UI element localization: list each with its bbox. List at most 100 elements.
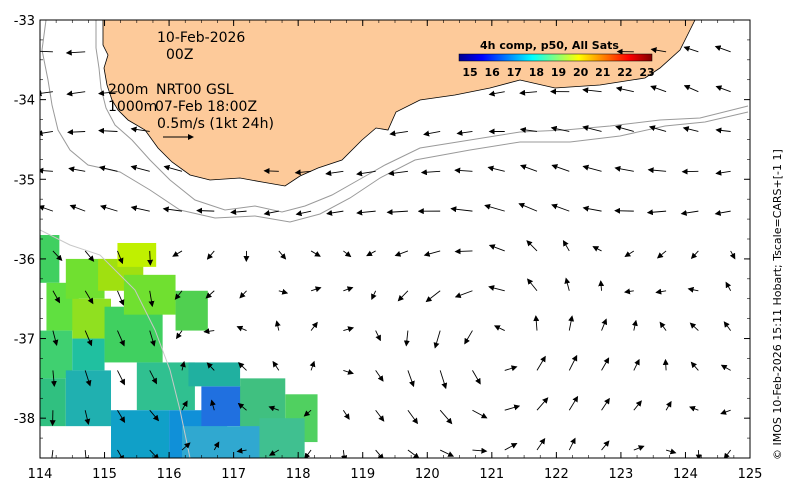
current-vector [683,84,699,93]
current-vector [67,129,86,136]
current-vector [403,330,410,347]
current-vector [98,127,118,134]
current-vector [454,167,473,174]
y-tick-label: -38 [14,412,35,427]
current-vector [387,170,408,177]
current-vector [519,164,538,172]
date-label: 10-Feb-2026 [157,30,245,46]
current-vector [263,167,279,174]
current-vector [268,449,280,456]
current-vector [456,129,473,136]
current-vector [720,409,731,415]
y-tick-label: -34 [14,94,35,109]
current-vector [615,86,634,93]
sst-patch [259,418,305,458]
current-vector [237,362,247,371]
current-vector [236,447,247,454]
x-tick-label: 121 [479,467,504,482]
sst-patch [111,410,170,458]
y-tick-label: -33 [14,14,35,29]
sst-patch [182,426,266,458]
current-vector [493,325,505,331]
current-vector [615,124,634,132]
current-vector [309,360,316,371]
current-vector [295,210,312,217]
current-vector [518,202,538,212]
x-tick-label: 125 [738,467,763,482]
x-tick-label: 119 [350,467,375,482]
isobath-1000m [41,20,749,223]
current-vector [568,315,575,331]
current-vector [536,397,549,411]
current-vector [52,250,63,262]
current-vector [527,278,538,292]
current-vector [303,409,312,417]
current-vector [614,165,634,172]
current-vector [40,90,53,97]
current-vector [181,400,188,411]
current-vector [278,250,287,260]
current-vector [68,166,86,173]
current-vector [715,85,731,93]
current-vector [533,315,540,331]
x-tick-label: 117 [221,467,246,482]
current-vector [65,49,86,56]
colorbar-tick-label: 18 [529,66,544,79]
current-vector [99,204,118,212]
current-vector [206,250,215,260]
current-vector [236,325,247,332]
current-vector [601,440,610,451]
current-vector [420,169,441,176]
x-tick-label: 123 [608,467,633,482]
current-vector [519,89,538,96]
current-vector [263,210,279,216]
current-vector [633,358,640,371]
current-vector [386,209,408,216]
current-vector [665,448,677,455]
current-vector [274,320,281,331]
current-vector [117,370,125,386]
current-vector [343,250,352,258]
altimetry-time-label: 07-Feb 18:00Z [155,99,257,115]
current-vector [504,365,518,372]
contour-200-label: 200m [108,82,148,98]
sst-patch [40,235,60,283]
current-vector [659,321,667,331]
current-vector [84,330,93,347]
current-vector [680,209,699,216]
current-vector [519,127,538,133]
current-vector [564,277,571,291]
current-vector [582,164,602,172]
current-vector [147,250,154,266]
current-vector [646,209,667,216]
current-vector [472,370,481,385]
current-vector [343,369,354,375]
current-vector [40,48,53,55]
current-vector [310,321,318,331]
current-vector [690,361,699,371]
current-vector [568,354,578,371]
current-vector [423,250,441,257]
current-vector [487,165,505,172]
current-vector [633,400,642,411]
current-vector [84,410,91,426]
current-vector [723,449,731,458]
isobath-inner [40,229,191,458]
current-vector [342,409,350,420]
current-vector [582,87,602,94]
current-vector [294,169,312,176]
current-vector [117,250,124,265]
sst-patch [117,242,157,267]
x-axis: 114 115 116 117 118 119 120 121 122 123 124 125 [28,20,763,482]
current-vector [601,318,608,331]
current-vector [268,405,279,412]
current-vector [375,409,385,422]
isobath-200m [95,20,749,213]
current-vector [325,170,344,177]
current-vector [356,170,376,177]
current-vector [343,286,354,293]
colorbar-title: 4h comp, p50, All Sats [480,39,619,52]
contour-1000-label: 1000m [108,99,157,115]
product-label: NRT00 GSL [156,82,234,98]
current-vector [366,250,376,257]
